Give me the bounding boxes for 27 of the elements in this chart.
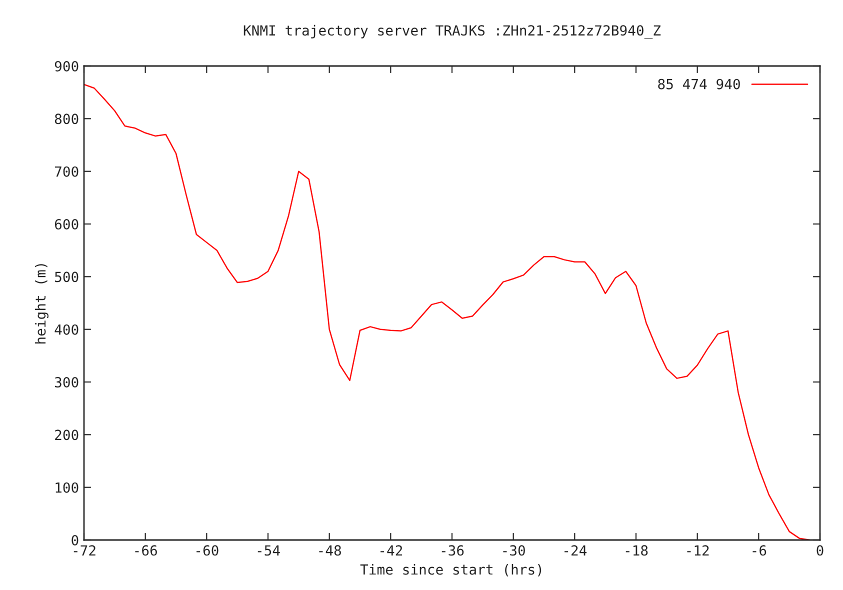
y-tick-label: 500: [55, 272, 78, 282]
y-tick-label: 800: [54, 114, 78, 124]
y-tick-label: 200: [55, 430, 78, 440]
y-tick-label: 900: [54, 61, 78, 72]
x-tick-label: -24: [564, 545, 587, 556]
x-tick-label: -54: [258, 545, 280, 556]
y-tick-label: 600: [54, 219, 78, 230]
x-tick-label: -36: [442, 545, 464, 556]
x-tick-label: -66: [135, 545, 157, 556]
y-tick-label: 300: [54, 377, 78, 388]
y-tick-label: 0: [72, 535, 78, 546]
chart-title: KNMI trajectory server TRAJKS :ZHn21-2512z72B940_Z: [244, 24, 661, 39]
x-axis-title: Time since start (hrs): [360, 564, 542, 576]
x-tick-label: -6: [752, 545, 766, 556]
y-tick-label: 700: [54, 166, 78, 177]
x-tick-label: -72: [74, 545, 96, 556]
x-tick-label: -48: [319, 545, 341, 556]
x-tick-label: 0: [816, 545, 824, 556]
x-tick-label: -30: [503, 545, 525, 556]
x-tick-label: -12: [687, 545, 709, 556]
y-axis-title: height (m): [34, 264, 48, 344]
legend-label: 85 474 940: [658, 78, 740, 90]
x-tick-label: -42: [380, 545, 402, 556]
y-tick-label: 400: [54, 324, 78, 335]
x-tick-label: -18: [626, 545, 648, 556]
x-tick-label: -60: [196, 545, 218, 556]
y-tick-label: 100: [56, 482, 78, 493]
